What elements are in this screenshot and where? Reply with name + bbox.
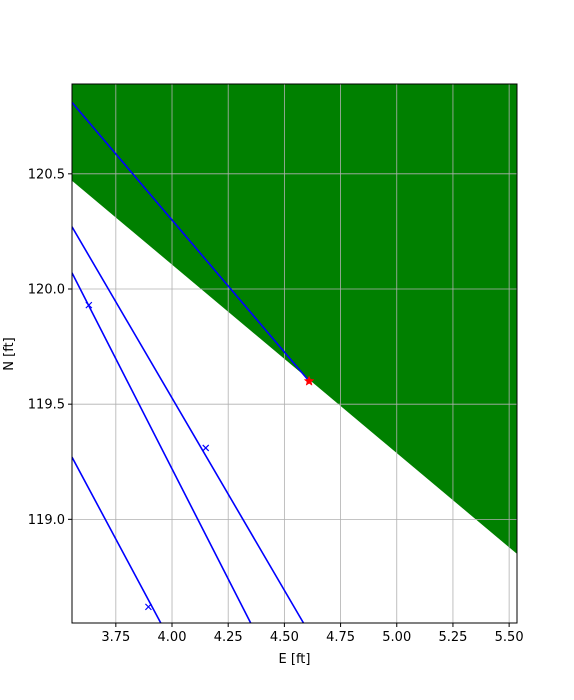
x-tick-label: 4.00	[158, 630, 187, 645]
x-tick-label: 5.50	[495, 630, 524, 645]
y-tick-label: 120.5	[28, 167, 65, 182]
x-tick-label: 5.00	[382, 630, 411, 645]
x-tick-label: 4.25	[214, 630, 243, 645]
plot-area	[72, 84, 517, 623]
x-tick-label: 3.75	[101, 630, 130, 645]
x-tick-label: 4.75	[326, 630, 355, 645]
y-tick-label: 119.0	[28, 513, 65, 528]
y-tick-label: 119.5	[28, 398, 65, 413]
x-tick-label: 4.50	[270, 630, 299, 645]
x-axis-label: E [ft]	[279, 652, 311, 667]
y-axis-label: N [ft]	[2, 337, 17, 370]
x-tick-label: 5.25	[438, 630, 467, 645]
y-tick-label: 120.0	[28, 283, 65, 298]
